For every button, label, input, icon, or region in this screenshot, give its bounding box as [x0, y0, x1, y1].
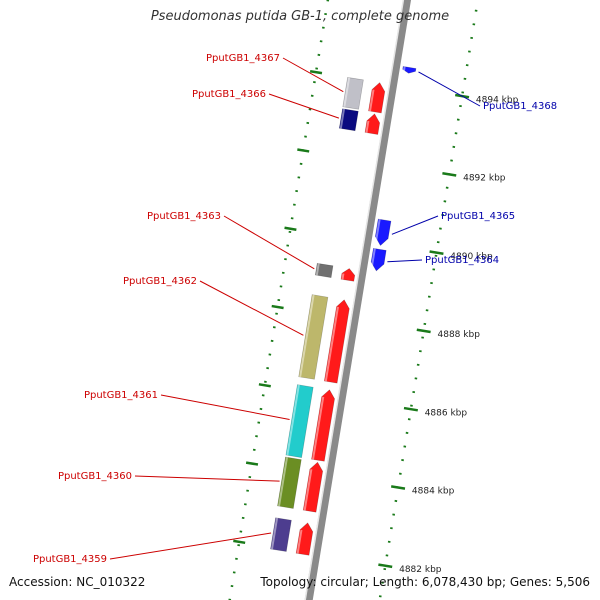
inner-tick-mark — [245, 461, 259, 466]
cog-box — [298, 294, 329, 380]
genome-backbone — [304, 0, 412, 600]
genome-summary-text: Topology: circular; Length: 6,078,430 bp… — [260, 575, 590, 589]
gene-arrow-forward — [323, 299, 350, 384]
backbone-layer — [304, 0, 412, 600]
cog-box — [277, 456, 302, 509]
tick-label: 4886 kbp — [425, 408, 468, 418]
label-leader-line — [109, 532, 272, 560]
gene-arrow-reverse — [402, 66, 417, 74]
label-leader-line — [268, 93, 340, 119]
cog-box-shine — [339, 108, 345, 129]
label-leader-line — [387, 259, 423, 263]
gene-arrow-forward-shine — [368, 89, 375, 112]
gene-arrow-reverse-shine — [374, 219, 381, 245]
gene-label: PputGB1_4363 — [147, 211, 221, 222]
gene-arrow-forward — [311, 389, 335, 462]
label-leader-line — [134, 475, 280, 482]
gene-label: PputGB1_4366 — [192, 89, 266, 100]
tick-mark — [390, 485, 406, 490]
inner-tick-mark — [284, 226, 297, 231]
cog-box — [338, 108, 359, 132]
gene-arrow-forward — [368, 82, 386, 114]
gene-label: PputGB1_4362 — [123, 276, 197, 287]
gene-label: PputGB1_4365 — [441, 211, 515, 222]
gene-arrow-forward — [295, 522, 314, 556]
tick-label: 4894 kbp — [476, 95, 519, 105]
cog-box — [270, 517, 292, 552]
cog-box — [342, 77, 364, 110]
cog-box-shine — [299, 294, 315, 378]
tick-mark — [429, 250, 444, 256]
gene-arrow-forward-shine — [312, 396, 325, 460]
inner-tick-mark — [258, 383, 271, 388]
gene-label: PputGB1_4364 — [425, 255, 499, 266]
gene-arrow-forward-shine — [341, 273, 345, 280]
tick-label: 4884 kbp — [412, 487, 455, 497]
gene-arrow-reverse-shine — [402, 66, 406, 73]
cog-box — [314, 262, 334, 278]
accession-text: Accession: NC_010322 — [9, 575, 146, 589]
tick-layer: 4882 kbp 4884 kbp 4886 kbp 4888 kbp 4890 kbp… — [228, 0, 519, 600]
gene-arrow-reverse-shine — [370, 248, 376, 271]
cog-box-shine — [278, 457, 288, 507]
gene-arrow-forward-shine — [296, 529, 303, 554]
tick-label: 4882 kbp — [399, 565, 442, 575]
inner-tick-mark — [309, 69, 323, 75]
label-leader-line — [160, 394, 290, 420]
gene-label: PputGB1_4368 — [483, 101, 557, 112]
label-layer: PputGB1_4359 PputGB1_4360 PputGB1_4361 Pput… — [33, 53, 557, 565]
gene-arrow-reverse — [370, 247, 387, 272]
tick-label: 4892 kbp — [463, 174, 506, 184]
gene-label: PputGB1_4360 — [58, 471, 132, 482]
gene-layer — [270, 66, 417, 556]
genome-backbone-highlight — [304, 0, 405, 600]
label-leader-line — [199, 280, 304, 336]
inner-tick-mark — [297, 148, 310, 153]
inner-tick-mark — [271, 304, 284, 310]
cog-box-shine — [343, 77, 351, 108]
label-leader-line — [391, 215, 439, 235]
gene-arrow-forward-shine — [365, 120, 370, 133]
inner-tick-mark — [233, 539, 246, 545]
gene-label: PputGB1_4359 — [33, 554, 107, 565]
gene-arrow-forward — [302, 461, 324, 513]
cog-box-shine — [270, 517, 279, 550]
ring-outer-dots — [378, 1, 479, 600]
tick-label: 4888 kbp — [438, 330, 481, 340]
label-leader-line — [223, 215, 315, 270]
cog-box — [285, 384, 314, 458]
gene-label: PputGB1_4361 — [84, 390, 158, 401]
tick-mark — [442, 172, 457, 177]
tick-mark — [403, 406, 419, 412]
tick-label: 4890 kbp — [450, 252, 493, 262]
gene-arrow-forward — [364, 113, 381, 135]
gene-arrow-forward-shine — [303, 469, 313, 511]
label-leader-line — [418, 71, 481, 107]
ring-inner-dots — [228, 0, 330, 600]
cog-box-shine — [286, 384, 300, 456]
genome-title: Pseudomonas putida GB-1, complete genome — [150, 9, 450, 24]
gene-label: PputGB1_4367 — [206, 53, 280, 64]
tick-mark — [378, 563, 393, 569]
gene-arrow-forward-shine — [324, 306, 339, 382]
gene-arrow-forward — [340, 268, 356, 282]
label-leader-line — [282, 57, 344, 93]
gene-arrow-reverse — [374, 218, 392, 246]
tick-mark — [416, 328, 431, 334]
cog-box-shine — [315, 263, 320, 276]
